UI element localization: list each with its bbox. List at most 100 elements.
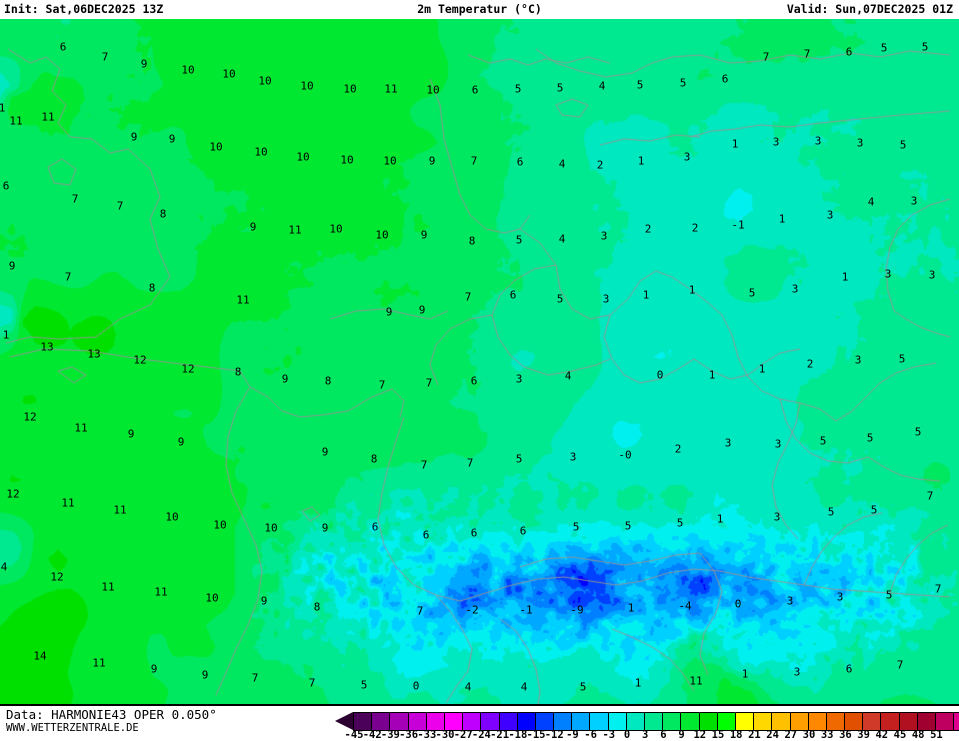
station-temperature-label: 3 (928, 268, 936, 282)
station-temperature-label: 0 (656, 368, 664, 382)
station-temperature-label: 5 (898, 352, 906, 366)
station-temperature-label: 3 (791, 282, 799, 296)
legend-swatch (354, 713, 373, 730)
station-temperature-label: 3 (724, 436, 732, 450)
station-temperature-label: 7 (71, 192, 79, 206)
station-temperature-label: 11 (74, 421, 88, 435)
page-title: 2m Temperatur (°C) (417, 2, 542, 16)
station-temperature-label: 10 (264, 521, 278, 535)
station-temperature-label: 11 (113, 503, 127, 517)
station-temperature-label: 7 (926, 489, 934, 503)
station-temperature-label: 5 (748, 286, 756, 300)
station-temperature-label: 10 (343, 82, 357, 96)
station-temperature-label: 5 (866, 431, 874, 445)
station-temperature-label: 6 (371, 520, 379, 534)
legend-tick: -45 (344, 729, 364, 741)
station-temperature-label: 9 (428, 154, 436, 168)
legend-swatch (554, 713, 573, 730)
station-temperature-label: 13 (40, 340, 54, 354)
legend-swatch (899, 713, 918, 730)
station-temperature-label: 1 (642, 288, 650, 302)
legend-swatch (390, 713, 409, 730)
station-temperature-label: 4 (0, 560, 8, 574)
station-temperature-label: 10 (300, 79, 314, 93)
station-temperature-label: 0 (412, 679, 420, 693)
station-temperature-label: 10 (296, 150, 310, 164)
station-temperature-label: 8 (468, 234, 476, 248)
station-temperature-label: 10 (181, 63, 195, 77)
legend-tick: -36 (399, 729, 419, 741)
legend-tick: -12 (544, 729, 564, 741)
legend-swatch (572, 713, 591, 730)
station-temperature-label: 11 (154, 585, 168, 599)
station-temperature-label: 7 (934, 582, 942, 596)
station-temperature-label: 3 (602, 292, 610, 306)
station-temperature-label: 3 (786, 594, 794, 608)
legend-tick: 39 (857, 729, 870, 741)
station-temperature-label: 6 (509, 288, 517, 302)
legend-tick: 33 (820, 729, 834, 741)
legend-tick: -33 (417, 729, 437, 741)
legend-tick: 3 (642, 729, 649, 741)
legend-swatch (936, 713, 955, 730)
station-temperature-label: 8 (159, 207, 167, 221)
legend-swatch (826, 713, 846, 730)
legend-swatch (717, 713, 736, 730)
legend-swatch (645, 713, 664, 730)
legend-swatch (954, 713, 959, 730)
station-temperature-label: -1 (731, 218, 745, 232)
station-temperature-label: 3 (884, 267, 892, 281)
station-temperature-label: 10 (329, 222, 343, 236)
station-temperature-label: 1 (0, 103, 5, 114)
station-temperature-label: 2 (691, 221, 699, 235)
station-temperature-label: 6 (845, 45, 853, 59)
legend-tick: -21 (490, 729, 510, 741)
station-temperature-label: 5 (827, 505, 835, 519)
legend-swatch (444, 713, 464, 730)
station-temperature-label: 5 (899, 138, 907, 152)
station-temperature-label: 9 (281, 372, 289, 386)
station-temperature-label: 6 (516, 155, 524, 169)
legend-swatch (699, 713, 718, 730)
legend-swatch (499, 713, 518, 730)
legend-tick: 45 (893, 729, 907, 741)
station-temperature-label: 10 (258, 74, 272, 88)
station-temperature-label: -9 (570, 603, 584, 617)
station-temperature-label: 5 (880, 41, 888, 55)
legend-swatch (426, 713, 445, 730)
station-temperature-label: 4 (520, 680, 528, 694)
station-temperature-label: 7 (762, 50, 770, 64)
legend-swatch (590, 713, 609, 730)
station-temperature-label: 3 (826, 208, 834, 222)
station-temperature-label: 8 (148, 281, 156, 295)
station-temperature-label: 5 (556, 81, 564, 95)
station-temperature-label: 7 (251, 671, 259, 685)
station-temperature-label: 6 (721, 72, 729, 86)
legend-tick: 42 (875, 729, 889, 741)
station-temperature-label: 12 (181, 362, 195, 376)
station-temperature-label: 11 (384, 82, 398, 96)
station-temperature-label: 6 (519, 524, 527, 538)
station-temperature-label: 6 (59, 40, 67, 54)
station-temperature-label: 4 (558, 157, 566, 171)
station-temperature-label: 9 (201, 668, 209, 682)
station-temperature-label: 5 (514, 82, 522, 96)
station-temperature-label: 11 (101, 580, 115, 594)
station-temperature-label: 1 (688, 283, 696, 297)
temperature-map[interactable]: 1116791010101010111065545567765511991010… (0, 19, 959, 706)
station-temperature-label: 1 (841, 270, 849, 284)
station-temperature-label: 5 (556, 292, 564, 306)
station-temperature-label: -4 (678, 599, 692, 613)
station-temperature-label: 7 (420, 458, 428, 472)
station-temperature-label: 8 (324, 374, 332, 388)
station-temperature-label: 1 (2, 328, 10, 342)
legend-under-cap (335, 712, 353, 730)
station-temperature-label: 2 (644, 222, 652, 236)
legend-swatch (481, 713, 500, 730)
station-temperature-label: 9 (385, 305, 393, 319)
station-temperature-label: 4 (598, 79, 606, 93)
station-temperature-label: 0 (734, 597, 742, 611)
station-temperature-label: 5 (870, 503, 878, 517)
station-temperature-label: 3 (683, 150, 691, 164)
station-temperature-label: 5 (636, 78, 644, 92)
